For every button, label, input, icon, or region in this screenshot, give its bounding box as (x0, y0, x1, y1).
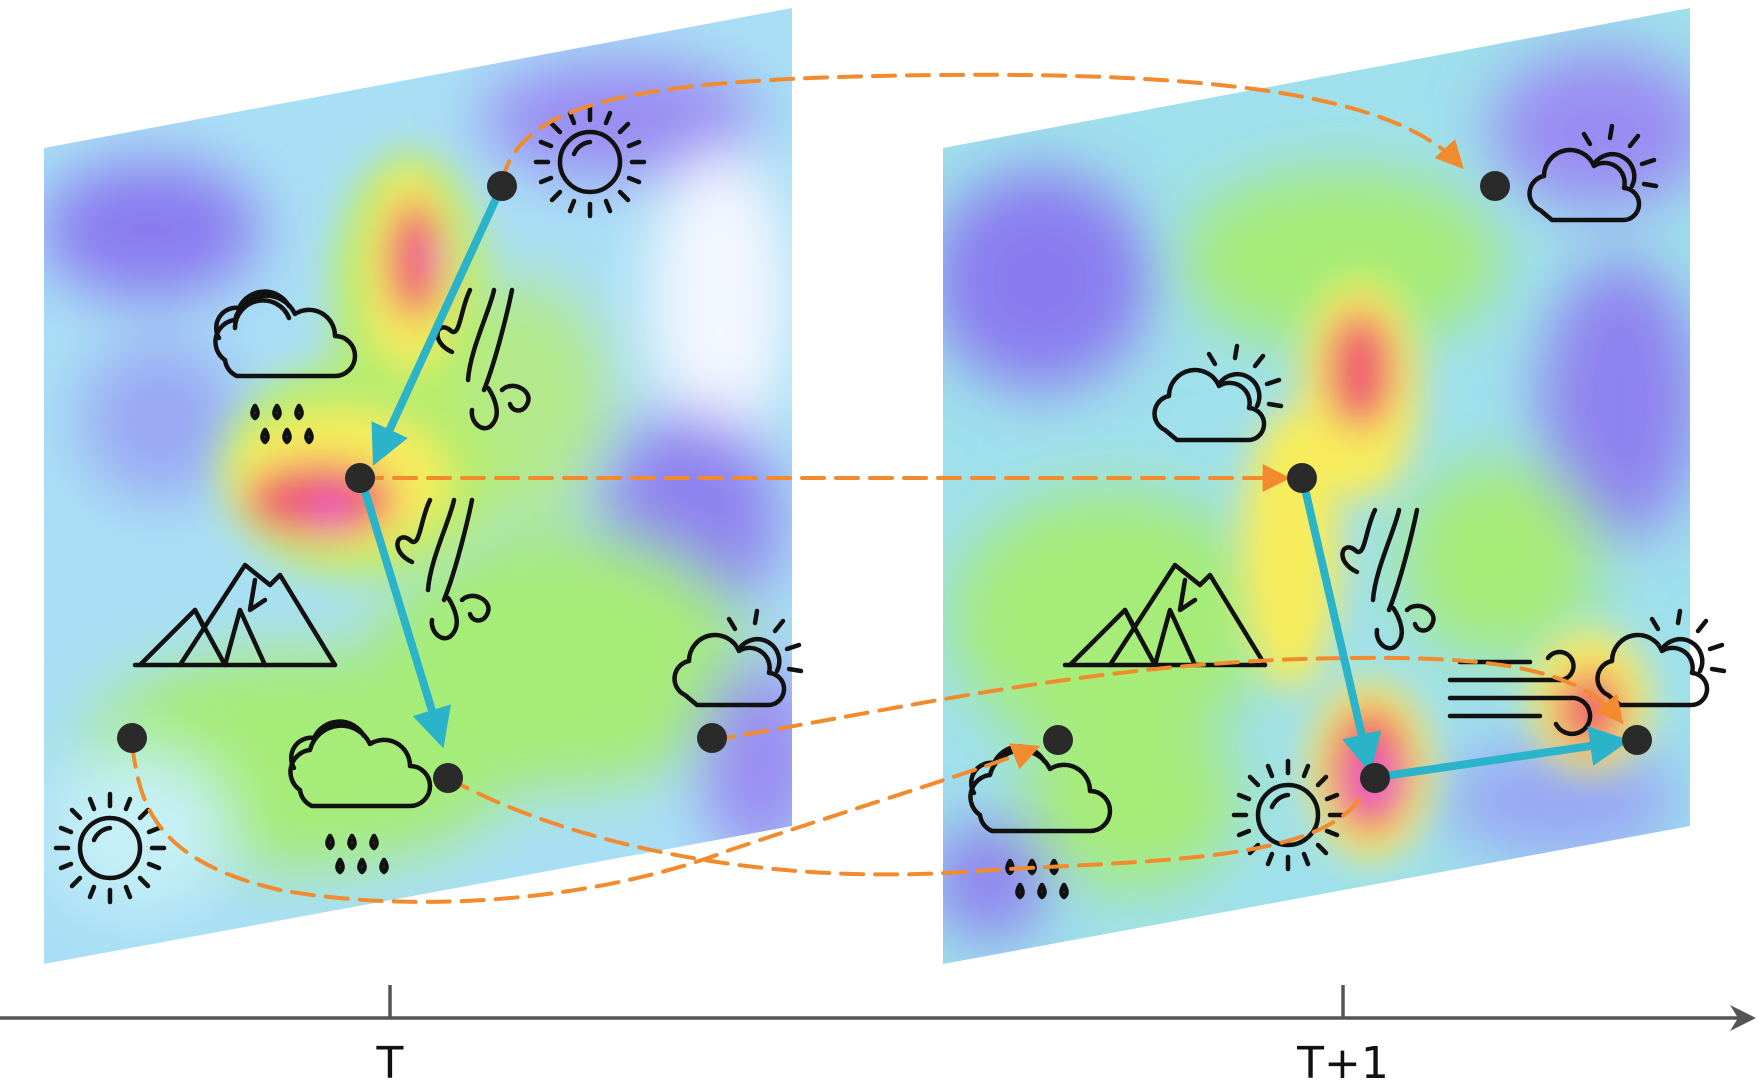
sun-icon (1231, 758, 1345, 872)
spatial-arrow (1299, 476, 1382, 774)
sun-icon (533, 105, 647, 219)
temporal-link (446, 776, 1367, 877)
temporal-link (130, 743, 1041, 904)
node (1043, 725, 1073, 755)
node (487, 171, 517, 201)
wind-icon (435, 287, 531, 431)
spatial-arrow (1374, 726, 1630, 781)
mountain-icon (1062, 562, 1268, 668)
partly-cloudy-icon (672, 608, 804, 708)
node (1287, 463, 1317, 493)
node (1480, 171, 1510, 201)
spatial-arrow (360, 484, 451, 749)
timeline-axis: T T+1 (0, 985, 1756, 1089)
node (117, 723, 147, 753)
rain-cloud-icon (288, 719, 433, 875)
node (433, 763, 463, 793)
sun-icon (53, 791, 167, 905)
node (1360, 763, 1390, 793)
node (345, 463, 375, 493)
partly-cloudy-icon (1152, 343, 1284, 443)
heatmap-frame-t (44, 8, 792, 964)
wind-icon (395, 497, 491, 641)
rain-cloud-icon (213, 289, 358, 445)
mountain-icon (132, 562, 338, 668)
spatial-arrow (371, 186, 504, 466)
tick-label-t1: T+1 (1296, 1038, 1389, 1089)
partly-cloudy-icon (1595, 608, 1727, 708)
temporal-link (710, 655, 1624, 742)
wind-icon (1340, 507, 1436, 651)
tick-label-t: T (376, 1038, 404, 1089)
node (697, 723, 727, 753)
partly-cloudy-icon (1527, 123, 1659, 223)
temporal-link (500, 72, 1464, 184)
node (1622, 725, 1652, 755)
